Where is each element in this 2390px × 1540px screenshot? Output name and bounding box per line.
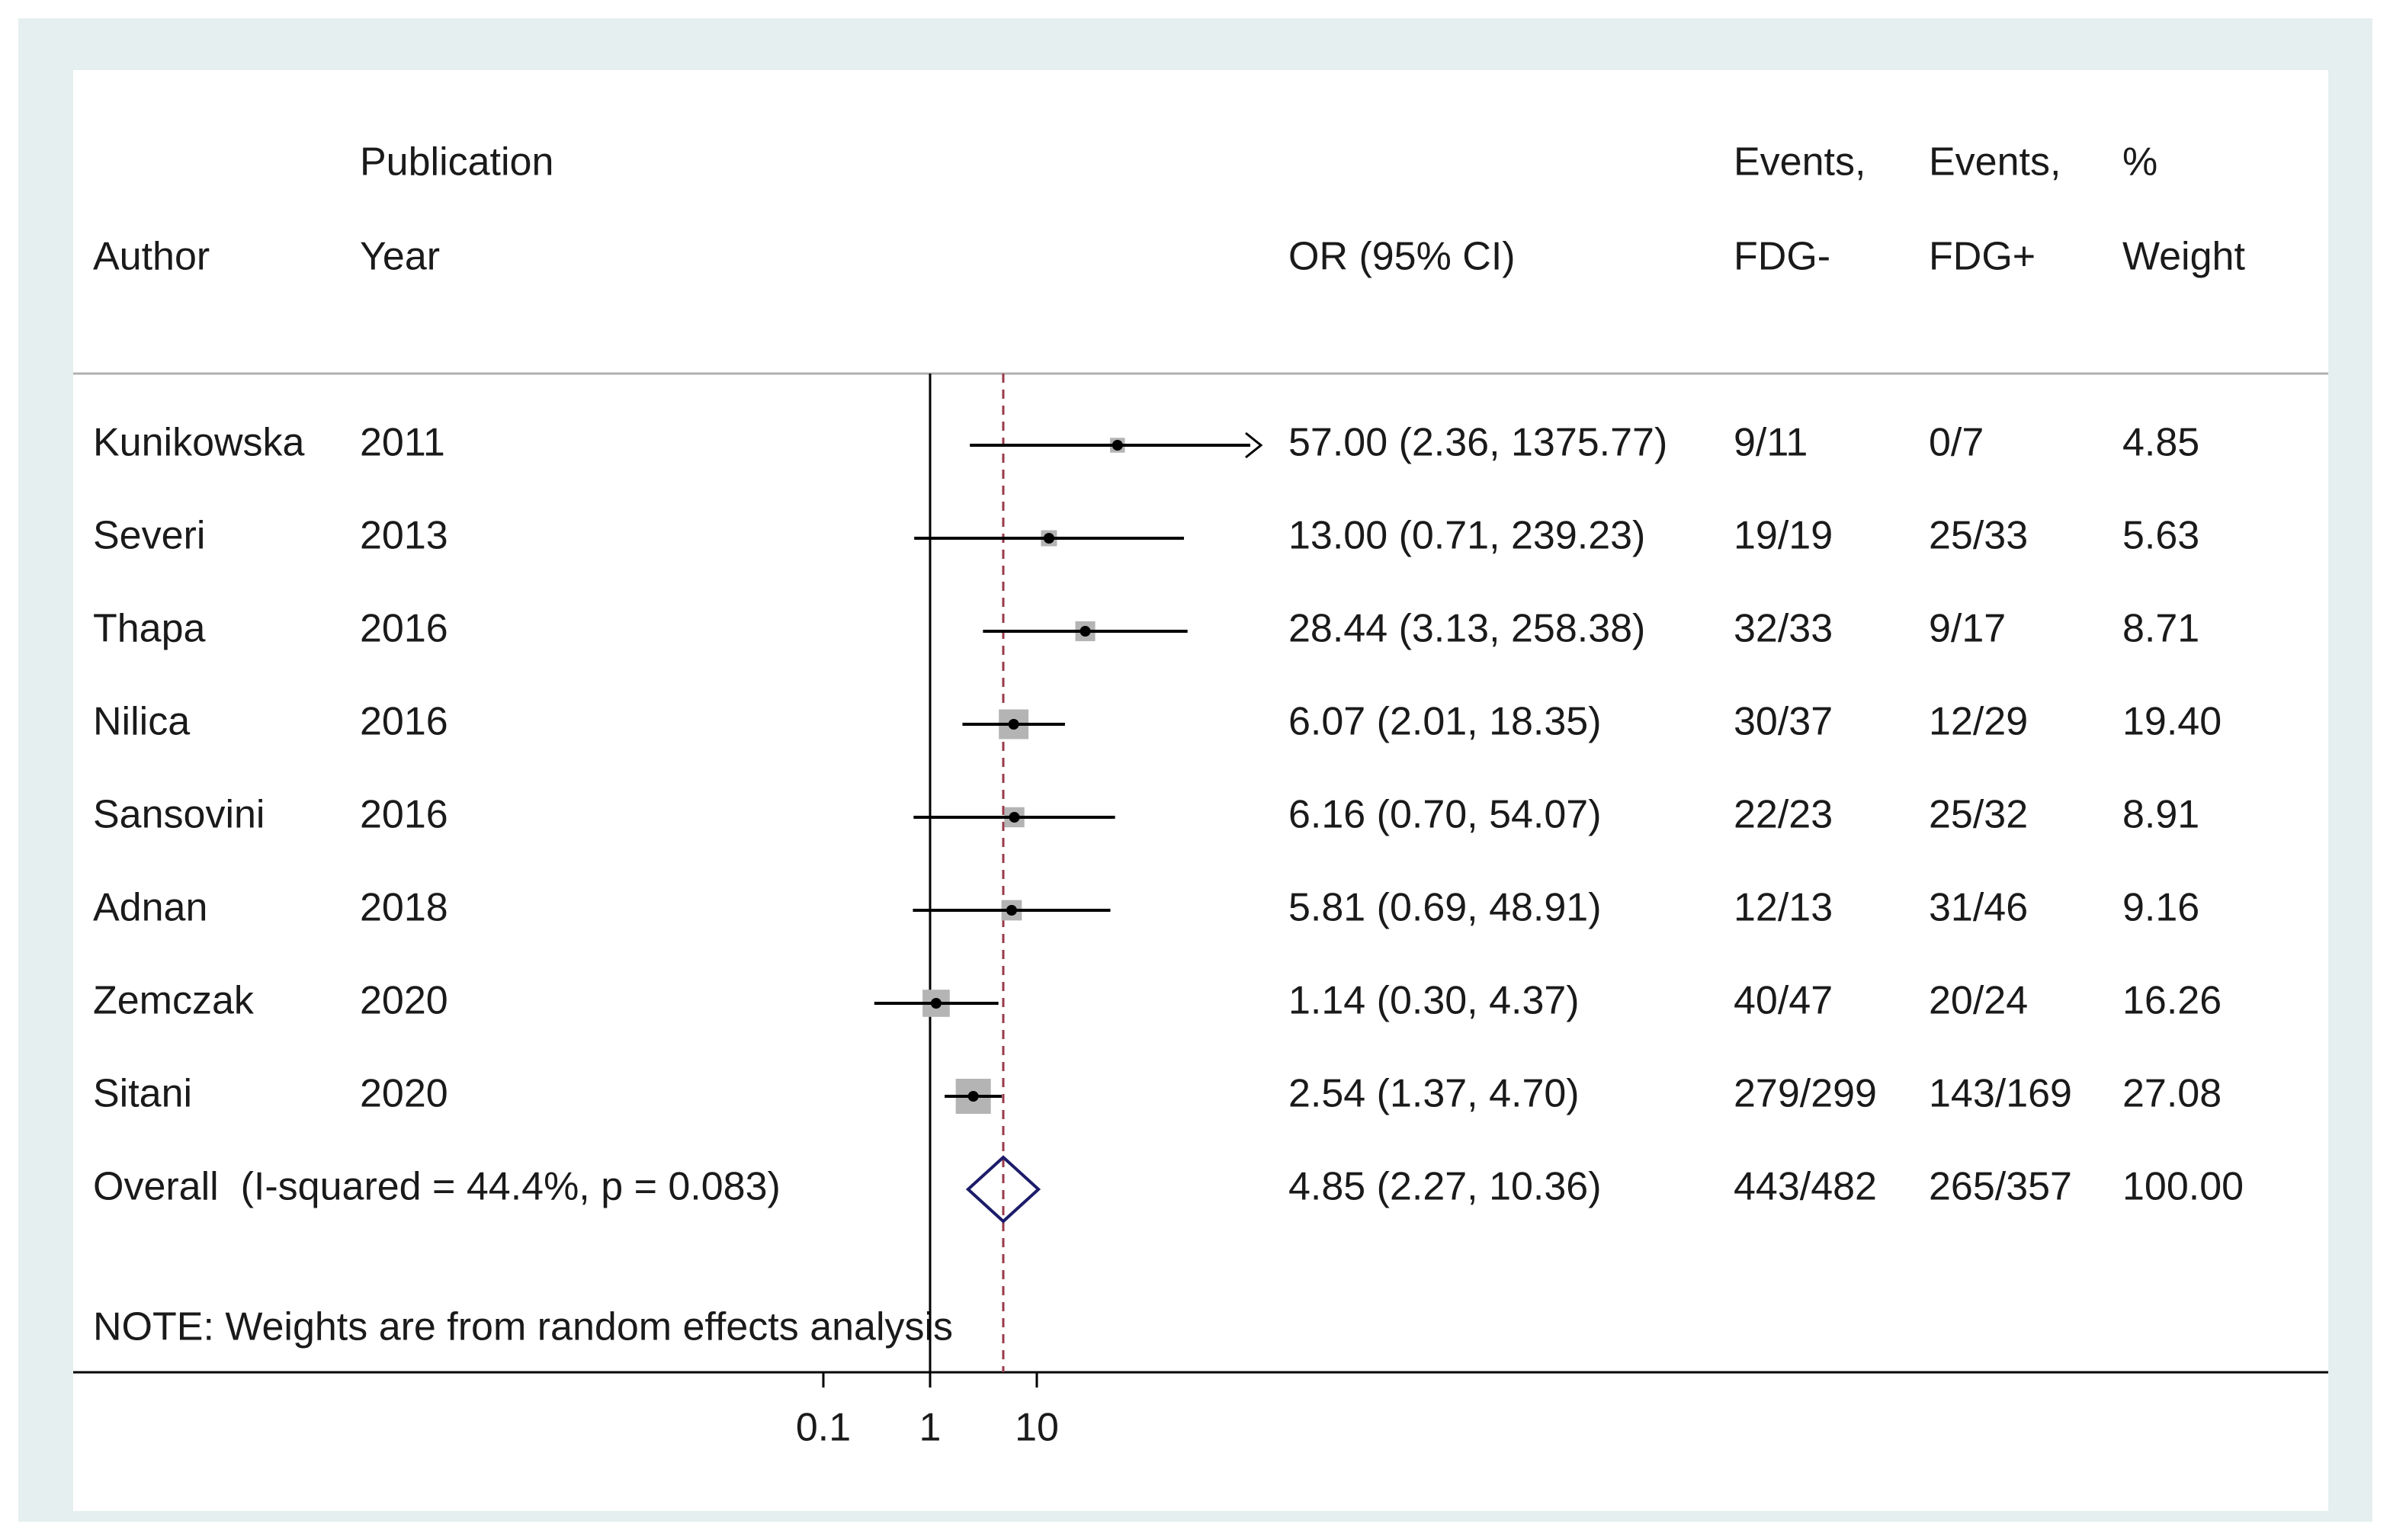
events-pos: 31/46 [1929,886,2028,930]
plot-panel [73,70,2328,1511]
events-neg: 22/23 [1734,793,1833,837]
column-header: % [2122,140,2157,184]
column-header: Weight [2122,235,2245,279]
overall-label: Overall (I-squared = 44.4%, p = 0.083) [93,1165,781,1209]
year: 2016 [360,793,448,837]
point-estimate [1006,905,1017,916]
ci-label: 6.16 (0.70, 54.07) [1288,793,1602,837]
author: Thapa [93,607,206,651]
weight-label: 9.16 [2122,886,2199,930]
note: NOTE: Weights are from random effects an… [93,1305,953,1349]
author: Severi [93,514,205,558]
year: 2011 [360,421,445,465]
point-estimate [1009,812,1020,823]
events-pos: 265/357 [1929,1165,2072,1209]
column-header: Author [93,235,210,279]
events-neg: 443/482 [1734,1165,1877,1209]
column-header: Events, [1929,140,2061,184]
weight-label: 8.91 [2122,793,2199,837]
events-neg: 30/37 [1734,700,1833,744]
point-estimate [1008,719,1019,730]
ci-label: 13.00 (0.71, 239.23) [1288,514,1645,558]
author: Kunikowska [93,421,305,465]
weight-label: 5.63 [2122,514,2199,558]
x-tick-label: 0.1 [796,1406,851,1450]
ci-arrow [1245,432,1263,459]
x-tick-label: 10 [1015,1406,1059,1450]
author: Nilica [93,700,190,744]
events-pos: 25/33 [1929,514,2028,558]
column-header: Events, [1734,140,1865,184]
ci-label: 1.14 (0.30, 4.37) [1288,979,1580,1023]
events-pos: 0/7 [1929,421,1984,465]
events-pos: 143/169 [1929,1072,2072,1116]
events-neg: 32/33 [1734,607,1833,651]
weight-label: 8.71 [2122,607,2199,651]
ci-label: 4.85 (2.27, 10.36) [1288,1165,1602,1209]
point-estimate [1043,533,1054,544]
year: 2016 [360,607,448,651]
year: 2020 [360,1072,448,1116]
weight-label: 19.40 [2122,700,2222,744]
year: 2016 [360,700,448,744]
events-neg: 9/11 [1734,421,1808,465]
year: 2020 [360,979,448,1023]
point-estimate [1112,440,1123,451]
weight-label: 4.85 [2122,421,2199,465]
events-pos: 20/24 [1929,979,2028,1023]
author: Adnan [93,886,207,930]
column-header: Publication [360,140,553,184]
events-neg: 40/47 [1734,979,1833,1023]
events-pos: 9/17 [1929,607,2006,651]
ci-label: 5.81 (0.69, 48.91) [1288,886,1602,930]
weight-label: 16.26 [2122,979,2222,1023]
year: 2013 [360,514,448,558]
weight-label: 27.08 [2122,1072,2222,1116]
column-header: OR (95% CI) [1288,235,1516,279]
events-neg: 279/299 [1734,1072,1877,1116]
x-tick-label: 1 [919,1406,942,1450]
point-estimate [930,998,942,1009]
ci-label: 6.07 (2.01, 18.35) [1288,700,1602,744]
ci-label: 2.54 (1.37, 4.70) [1288,1072,1580,1116]
overall-diamond [965,1155,1041,1224]
author: Sitani [93,1072,192,1116]
events-pos: 25/32 [1929,793,2028,837]
weight-label: 100.00 [2122,1165,2244,1209]
column-header: Year [360,235,440,279]
column-header: FDG+ [1929,235,2036,279]
events-neg: 19/19 [1734,514,1833,558]
events-pos: 12/29 [1929,700,2028,744]
year: 2018 [360,886,448,930]
author: Zemczak [93,979,255,1023]
author: Sansovini [93,793,265,837]
ci-label: 57.00 (2.36, 1375.77) [1288,421,1667,465]
events-neg: 12/13 [1734,886,1833,930]
point-estimate [967,1091,979,1102]
point-estimate [1080,626,1091,637]
ci-label: 28.44 (3.13, 258.38) [1288,607,1645,651]
column-header: FDG- [1734,235,1830,279]
